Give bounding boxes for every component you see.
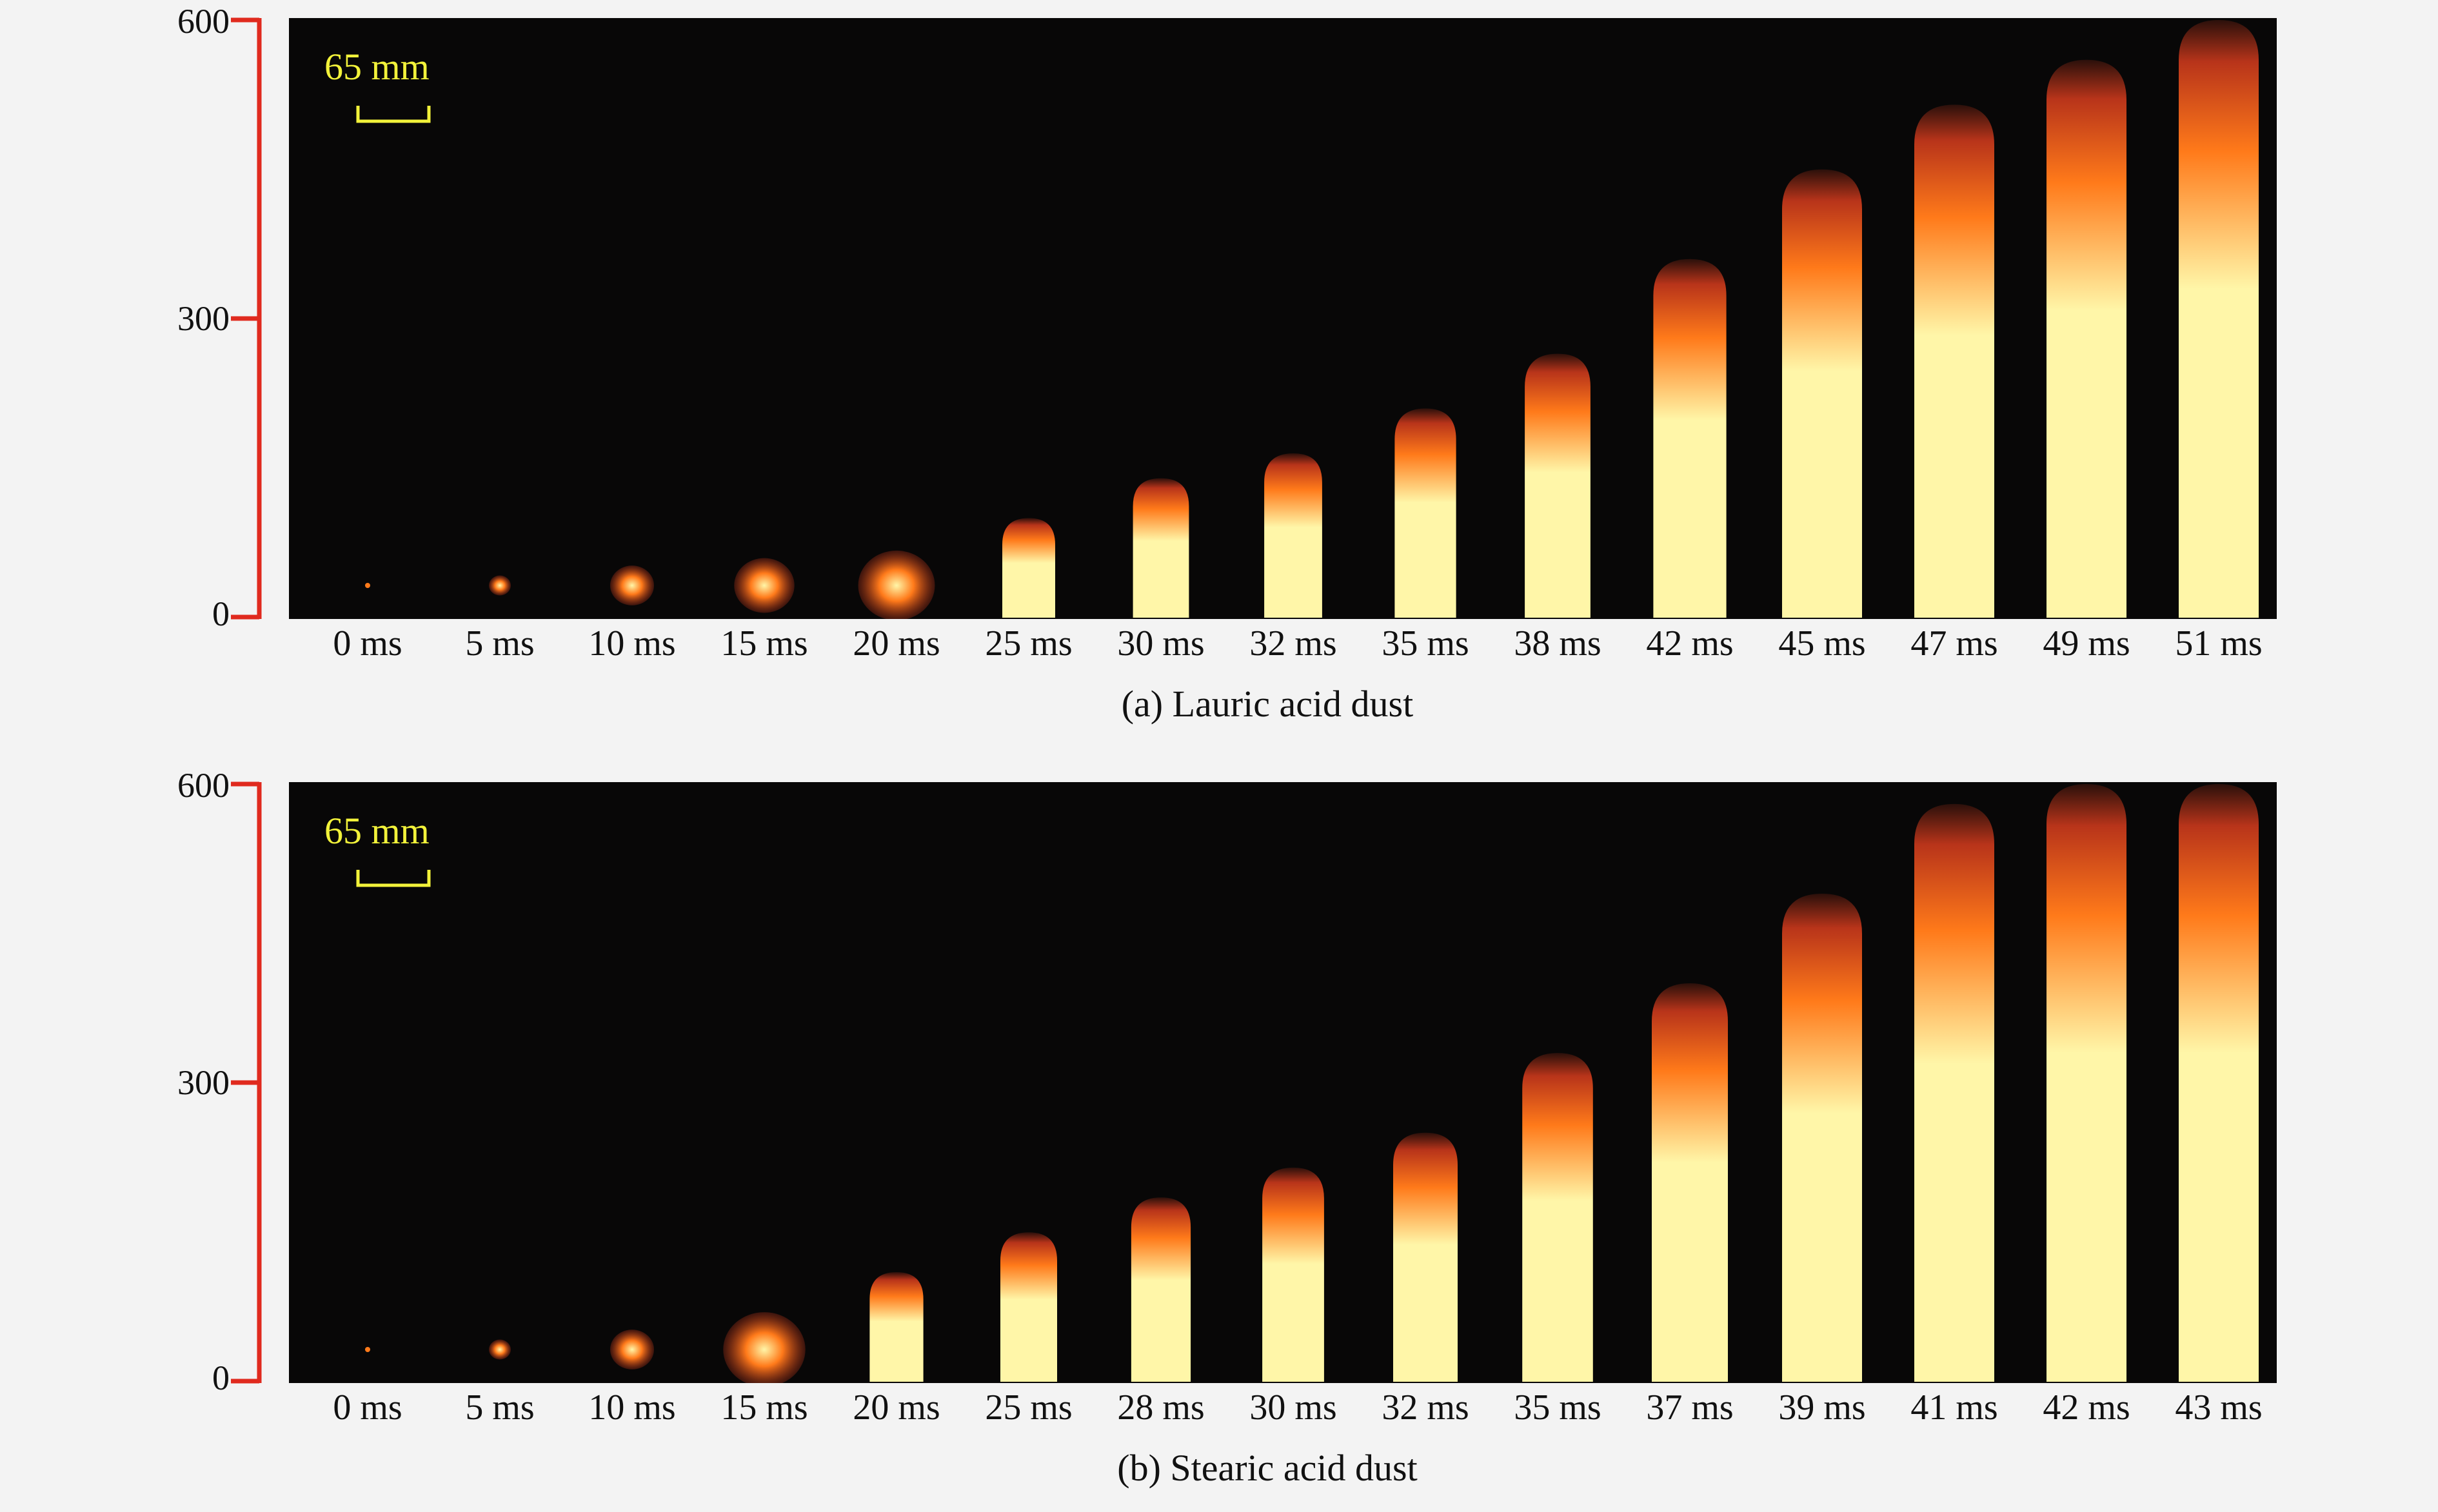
frame-time-label: 20 ms xyxy=(853,623,940,663)
frame-time-label: 15 ms xyxy=(720,1388,808,1428)
flame-image-strip: 65 mm xyxy=(289,18,2277,619)
scale-bar xyxy=(356,106,431,123)
flame-frame xyxy=(1525,353,1591,618)
frame-time-label: 32 ms xyxy=(1249,623,1337,663)
y-axis xyxy=(231,781,262,1384)
flame-frame xyxy=(1394,408,1456,618)
frame-time-label: 0 ms xyxy=(333,623,402,663)
y-tick-label-0: 0 xyxy=(212,594,230,633)
frame-time-label: 30 ms xyxy=(1117,623,1205,663)
panel-stearic-acid: 600 300 0 65 mm 0 ms 5 ms 10 ms 15 ms 20 ms 2… xyxy=(0,764,2438,1512)
frame-time-label: 49 ms xyxy=(2043,623,2130,663)
flame-frame xyxy=(1131,1197,1191,1382)
flame-frame xyxy=(365,1347,370,1352)
flame-frame xyxy=(2047,784,2126,1382)
frame-time-label: 0 ms xyxy=(333,1388,402,1428)
flame-frame xyxy=(1393,1132,1458,1382)
frame-time-label: 51 ms xyxy=(2175,623,2263,663)
y-tick-label-600: 600 xyxy=(177,2,230,41)
frame-time-label: 35 ms xyxy=(1514,1388,1601,1428)
flame-frame xyxy=(610,565,654,605)
flame-image-strip: 65 mm xyxy=(289,782,2277,1383)
flame-frame xyxy=(2179,784,2259,1382)
y-tick-label-0: 0 xyxy=(212,1359,230,1397)
frame-time-label: 42 ms xyxy=(1646,623,1734,663)
frame-time-label: 15 ms xyxy=(720,623,808,663)
frame-time-label: 20 ms xyxy=(853,1388,940,1428)
flame-frame xyxy=(734,558,795,613)
flame-frame xyxy=(1782,169,1862,618)
flame-frame xyxy=(365,583,370,588)
flame-frame xyxy=(2047,59,2126,618)
frame-time-label: 39 ms xyxy=(1778,1388,1866,1428)
frame-time-label: 10 ms xyxy=(588,623,676,663)
scale-bar xyxy=(356,870,431,887)
frame-time-label: 45 ms xyxy=(1778,623,1866,663)
frame-time-label: 5 ms xyxy=(465,623,535,663)
frame-time-label: 47 ms xyxy=(1910,623,1998,663)
scale-bar-label: 65 mm xyxy=(324,46,430,88)
flame-frame xyxy=(723,1312,806,1383)
frame-time-label: 42 ms xyxy=(2043,1388,2130,1428)
y-axis xyxy=(231,17,262,620)
y-tick-label-600: 600 xyxy=(177,766,230,805)
flame-frame xyxy=(858,550,935,619)
panel-caption: (b) Stearic acid dust xyxy=(1117,1447,1418,1489)
frame-time-label: 43 ms xyxy=(2175,1388,2263,1428)
scale-bar-label: 65 mm xyxy=(324,810,430,852)
flame-frame xyxy=(1914,104,1994,618)
flame-frame xyxy=(489,575,511,596)
frame-time-label: 32 ms xyxy=(1382,1388,1469,1428)
flame-frame xyxy=(1914,803,1994,1382)
flame-frame xyxy=(869,1272,924,1382)
flame-frame xyxy=(489,1339,511,1360)
frame-time-label: 28 ms xyxy=(1117,1388,1205,1428)
flame-frame xyxy=(1652,983,1728,1382)
flame-frame xyxy=(610,1330,654,1370)
flame-frame xyxy=(1522,1053,1593,1382)
frame-time-label: 37 ms xyxy=(1646,1388,1734,1428)
frame-time-label: 25 ms xyxy=(985,623,1073,663)
flame-frame xyxy=(2179,20,2259,618)
frame-time-label: 35 ms xyxy=(1382,623,1469,663)
panel-lauric-acid: 600 300 0 65 mm 0 ms 5 ms 10 ms 15 ms 20 ms 2… xyxy=(0,0,2438,748)
y-tick-label-300: 300 xyxy=(177,299,230,338)
frame-time-label: 38 ms xyxy=(1514,623,1601,663)
flame-frame xyxy=(1002,518,1055,618)
frame-time-label: 10 ms xyxy=(588,1388,676,1428)
flame-frame xyxy=(1782,893,1862,1382)
flame-frame xyxy=(1000,1232,1057,1382)
flame-frame xyxy=(1262,1167,1324,1382)
frame-time-label: 41 ms xyxy=(1910,1388,1998,1428)
frame-time-label: 30 ms xyxy=(1249,1388,1337,1428)
flame-frame xyxy=(1653,259,1727,618)
frame-time-label: 25 ms xyxy=(985,1388,1073,1428)
y-tick-label-300: 300 xyxy=(177,1063,230,1102)
flame-frame xyxy=(1133,478,1189,618)
frame-time-label: 5 ms xyxy=(465,1388,535,1428)
flame-frame xyxy=(1264,453,1322,618)
panel-caption: (a) Lauric acid dust xyxy=(1121,683,1414,725)
